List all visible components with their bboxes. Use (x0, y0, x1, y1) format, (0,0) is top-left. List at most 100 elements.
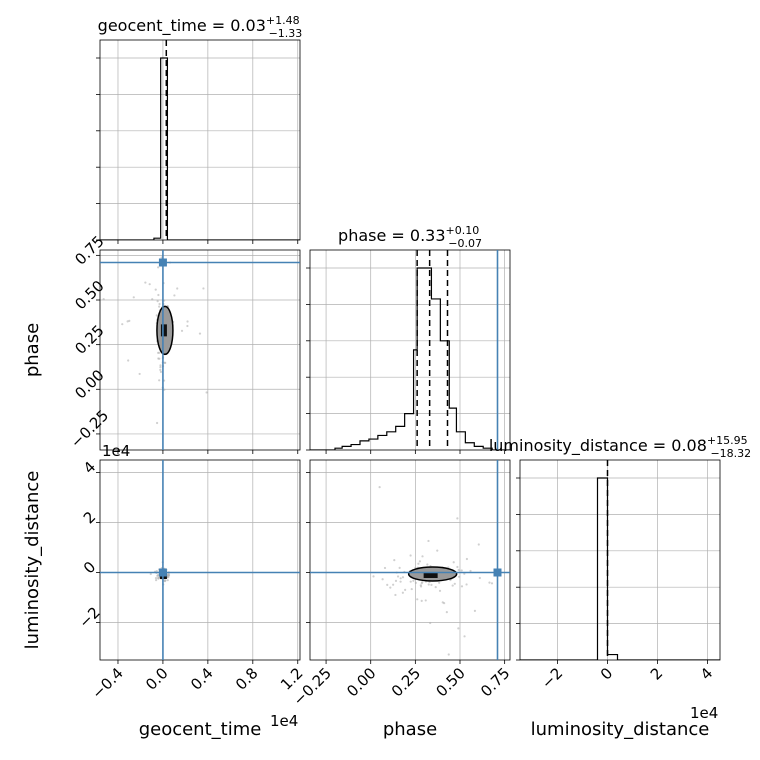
scatter-point (447, 653, 450, 656)
scatter-point (163, 388, 166, 391)
scatter-point (456, 565, 459, 569)
histogram-body (100, 40, 300, 240)
panel-frame (99, 459, 301, 661)
scatter-point (154, 576, 158, 580)
panel-title: luminosity_distance = 0.08+15.95 −18.32 (489, 434, 751, 460)
scatter-point (394, 579, 398, 582)
x-tick-label: −0.4 (88, 664, 126, 702)
scatter-point (121, 323, 124, 326)
title-minus: −18.32 (710, 447, 751, 460)
scatter-point (457, 575, 461, 578)
scatter-point (157, 357, 160, 360)
scatter-point (157, 351, 160, 354)
scatter-point (404, 588, 407, 591)
scatter-point (409, 554, 412, 557)
scatter-point (393, 559, 396, 562)
histogram-body (310, 250, 510, 450)
x-axis-label-phase: phase (383, 719, 437, 740)
scatter-point (155, 314, 158, 317)
truth-marker (158, 568, 167, 577)
scatter-point (456, 517, 459, 520)
scatter-point (157, 293, 160, 297)
scatter-point (424, 599, 427, 602)
title-main: geocent_time = 0.03 (98, 16, 266, 36)
scatter-point (445, 611, 448, 614)
scatter-point (443, 601, 446, 605)
scatter-point (156, 574, 159, 577)
scatter-point (436, 549, 439, 552)
y-tick-label: 2 (80, 508, 99, 527)
scatter-panel-geocent-time-vs-phase: −0.250.000.250.500.75 (67, 232, 301, 454)
x-tick-label: 0.25 (388, 664, 424, 700)
x-tick-label: 4 (697, 664, 716, 683)
x-tick-label: 0.50 (432, 664, 468, 700)
scatter-point (151, 298, 154, 301)
scatter-point (457, 568, 460, 572)
scatter-point (186, 320, 189, 323)
scatter-point (394, 593, 397, 597)
scatter-point (378, 486, 381, 489)
scatter-point (420, 599, 423, 602)
scatter-point (452, 561, 455, 564)
y-axis-label-phase: phase (22, 323, 43, 377)
x-axis-label-geocent-time: geocent_time (139, 719, 262, 740)
x-tick-label: 0.00 (343, 664, 379, 700)
scatter-point (410, 587, 413, 591)
x-tick-label: 0.75 (477, 664, 513, 700)
scatter-point (383, 566, 387, 570)
panel-title: geocent_time = 0.03+1.48 −1.33 (98, 14, 303, 40)
scatter-point (430, 583, 433, 586)
panel-frame (99, 249, 301, 451)
x-tick-label: 0.4 (187, 664, 217, 694)
scatter-point (396, 575, 400, 578)
scatter-point (159, 366, 162, 369)
scatter-point (128, 319, 131, 322)
scatter-point (158, 379, 161, 382)
x-offset-label-geocent-time: 1e4 (270, 712, 298, 730)
title-plus: +0.10 (446, 224, 480, 237)
scatter-point (154, 288, 157, 291)
scatter-point (126, 320, 129, 323)
scatter-point (438, 581, 441, 584)
scatter-point (416, 598, 419, 601)
scatter-point (381, 578, 384, 581)
x-axis-label-luminosity-distance: luminosity_distance (531, 719, 710, 740)
scatter-point (102, 297, 105, 301)
scatter-point (427, 539, 430, 543)
scatter-point (465, 583, 468, 586)
scatter-point (138, 372, 141, 376)
scatter-point (451, 584, 454, 587)
scatter-point (155, 421, 159, 425)
panel-frame (309, 459, 511, 661)
y-axis-label-luminosity-distance: luminosity_distance (22, 471, 43, 650)
scatter-point (438, 589, 442, 592)
title-minus: −0.07 (448, 237, 482, 250)
scatter-point (144, 281, 147, 284)
scatter-point (421, 555, 424, 558)
y-tick-label: 0.00 (71, 366, 107, 402)
y-tick-label: 0.50 (71, 277, 107, 313)
y-tick-label: −2 (75, 603, 103, 631)
scatter-point (163, 580, 167, 583)
scatter-point (158, 302, 161, 306)
scatter-point (159, 370, 163, 373)
y-tick-label: 4 (80, 458, 99, 477)
density-core (423, 572, 438, 578)
histogram-step (520, 477, 720, 660)
scatter-point (409, 580, 412, 583)
x-tick-label: 2 (647, 664, 666, 683)
scatter-point (457, 627, 460, 630)
panel-frame (519, 459, 721, 661)
scatter-point (465, 557, 468, 561)
scatter-point (164, 361, 167, 364)
scatter-point (460, 585, 464, 588)
scatter-point (149, 572, 152, 576)
x-tick-label: −2 (538, 664, 566, 692)
x-tick-label: 0 (597, 664, 616, 683)
panel-frame (99, 39, 301, 241)
truth-marker (493, 568, 502, 577)
title-main: phase = 0.33 (338, 226, 445, 245)
scatter-point (429, 621, 432, 625)
scatter-point (155, 578, 158, 582)
